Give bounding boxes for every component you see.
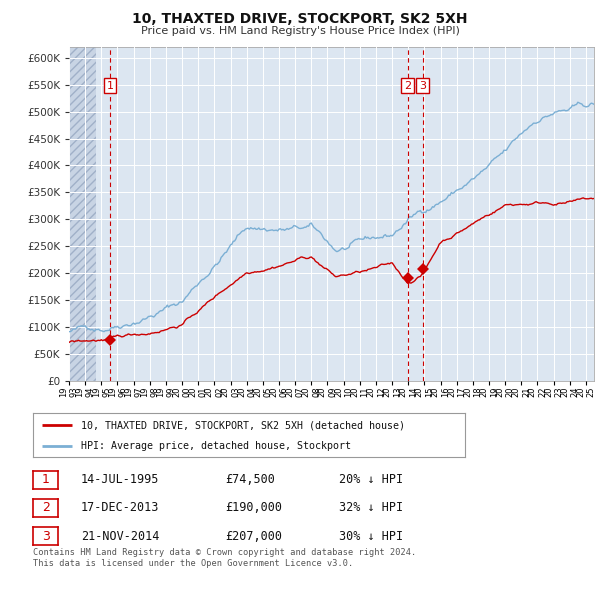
- Text: 1: 1: [107, 81, 113, 90]
- Text: 3: 3: [41, 530, 50, 543]
- Text: 10, THAXTED DRIVE, STOCKPORT, SK2 5XH: 10, THAXTED DRIVE, STOCKPORT, SK2 5XH: [132, 12, 468, 26]
- Text: 14-JUL-1995: 14-JUL-1995: [81, 473, 160, 486]
- Text: £190,000: £190,000: [225, 502, 282, 514]
- Text: 20% ↓ HPI: 20% ↓ HPI: [339, 473, 403, 486]
- Text: 17-DEC-2013: 17-DEC-2013: [81, 502, 160, 514]
- Text: 21-NOV-2014: 21-NOV-2014: [81, 530, 160, 543]
- Text: 3: 3: [419, 81, 426, 90]
- Text: £74,500: £74,500: [225, 473, 275, 486]
- Text: 30% ↓ HPI: 30% ↓ HPI: [339, 530, 403, 543]
- Text: Price paid vs. HM Land Registry's House Price Index (HPI): Price paid vs. HM Land Registry's House …: [140, 26, 460, 36]
- Text: 2: 2: [41, 502, 50, 514]
- Text: Contains HM Land Registry data © Crown copyright and database right 2024.
This d: Contains HM Land Registry data © Crown c…: [33, 548, 416, 568]
- Bar: [69, 47, 97, 381]
- Text: 2: 2: [404, 81, 411, 90]
- Text: 32% ↓ HPI: 32% ↓ HPI: [339, 502, 403, 514]
- Text: £207,000: £207,000: [225, 530, 282, 543]
- Text: HPI: Average price, detached house, Stockport: HPI: Average price, detached house, Stoc…: [80, 441, 350, 451]
- Text: 10, THAXTED DRIVE, STOCKPORT, SK2 5XH (detached house): 10, THAXTED DRIVE, STOCKPORT, SK2 5XH (d…: [80, 421, 404, 430]
- Text: 1: 1: [41, 473, 50, 486]
